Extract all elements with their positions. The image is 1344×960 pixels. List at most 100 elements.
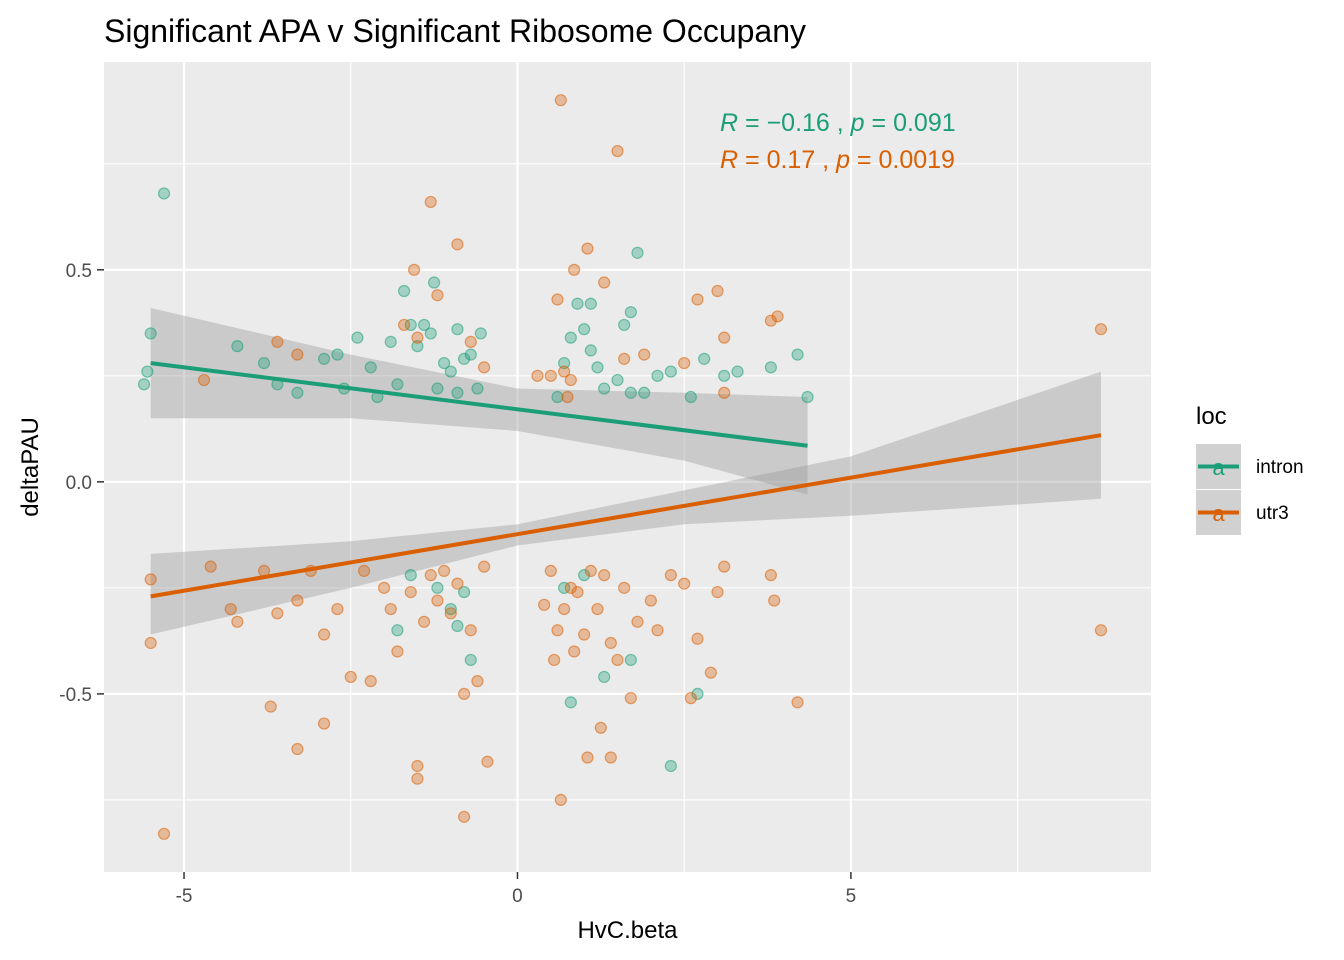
data-point-utr3 — [691, 632, 704, 645]
data-point-utr3 — [604, 636, 617, 650]
data-point-intron — [391, 624, 404, 637]
data-point-utr3 — [704, 666, 717, 679]
data-point-intron — [384, 335, 397, 348]
annotation-utr3: R = 0.17 , p = 0.0019 — [720, 146, 955, 174]
data-point-utr3 — [451, 577, 464, 590]
data-point-utr3 — [791, 696, 804, 709]
data-point-utr3 — [531, 369, 544, 382]
data-point-intron — [591, 361, 604, 374]
data-point-utr3 — [544, 564, 557, 578]
legend-title: loc — [1196, 403, 1227, 430]
data-point-utr3 — [554, 94, 567, 107]
data-point-utr3 — [1094, 323, 1108, 336]
data-point-intron — [801, 390, 814, 404]
data-point-utr3 — [424, 569, 437, 582]
data-point-utr3 — [618, 352, 631, 365]
data-point-intron — [464, 653, 477, 667]
data-point-utr3 — [618, 581, 631, 594]
legend-label: utr3 — [1256, 503, 1289, 524]
data-point-utr3 — [568, 645, 581, 658]
data-point-utr3 — [564, 581, 577, 594]
data-point-utr3 — [558, 602, 571, 616]
data-point-intron — [564, 331, 577, 344]
data-point-utr3 — [548, 653, 561, 667]
legend-item-intron: a intron — [1196, 444, 1304, 489]
data-point-utr3 — [377, 581, 391, 594]
legend-items: a intron a utr3 — [1196, 444, 1304, 535]
data-point-utr3 — [768, 594, 781, 607]
data-point-utr3 — [264, 700, 277, 713]
data-point-utr3 — [357, 564, 371, 578]
data-point-utr3 — [224, 602, 237, 616]
data-point-intron — [624, 306, 637, 319]
data-point-intron — [731, 365, 744, 378]
data-point-intron — [571, 297, 584, 310]
data-point-utr3 — [444, 607, 457, 620]
data-point-utr3 — [571, 586, 584, 599]
data-point-intron — [144, 327, 157, 340]
data-point-utr3 — [764, 314, 777, 327]
annotation-intron: R = −0.16 , p = 0.091 — [720, 109, 956, 137]
data-point-utr3 — [644, 594, 657, 607]
data-point-intron — [698, 352, 711, 365]
data-point-intron — [691, 687, 704, 700]
data-point-intron — [618, 318, 631, 332]
data-point-intron — [764, 361, 777, 374]
plot-panel — [104, 62, 1151, 872]
data-point-utr3 — [391, 645, 404, 658]
data-point-utr3 — [598, 276, 611, 289]
data-points — [137, 94, 1108, 840]
data-point-utr3 — [407, 263, 421, 276]
data-point-utr3 — [317, 628, 331, 641]
data-point-utr3 — [418, 615, 431, 628]
data-point-intron — [471, 382, 484, 395]
x-axis-ticks: -5 0 5 — [176, 872, 857, 907]
data-point-utr3 — [291, 348, 304, 361]
data-point-utr3 — [554, 793, 567, 807]
data-point-utr3 — [718, 386, 731, 399]
data-point-intron — [718, 369, 731, 382]
data-point-intron — [157, 187, 171, 200]
data-point-utr3 — [481, 755, 494, 768]
data-point-utr3 — [1094, 624, 1108, 637]
data-point-utr3 — [684, 692, 697, 705]
data-point-intron — [141, 365, 154, 378]
data-point-utr3 — [397, 318, 411, 332]
data-point-utr3 — [438, 564, 451, 578]
data-point-intron — [651, 369, 664, 382]
data-point-utr3 — [231, 615, 244, 628]
data-point-intron — [317, 352, 331, 365]
data-point-intron — [611, 373, 624, 387]
data-point-utr3 — [691, 293, 704, 306]
legend-key-glyph: a — [1212, 501, 1225, 526]
data-point-utr3 — [558, 365, 571, 378]
y-axis-ticks: -0.5 0.0 0.5 — [59, 261, 104, 706]
legend-key-glyph: a — [1212, 455, 1225, 480]
x-tick-label: 5 — [846, 886, 857, 907]
legend-label: intron — [1256, 457, 1304, 478]
data-point-utr3 — [631, 615, 644, 628]
data-point-utr3 — [604, 751, 617, 764]
x-axis-title: HvC.beta — [577, 917, 678, 944]
data-point-intron — [638, 386, 651, 399]
data-point-utr3 — [651, 624, 664, 637]
data-point-intron — [578, 569, 591, 582]
data-point-utr3 — [478, 361, 491, 374]
data-point-intron — [631, 246, 644, 259]
confidence-band-intron — [150, 307, 808, 495]
data-point-utr3 — [711, 284, 724, 298]
trend-lines — [150, 361, 1102, 599]
data-point-intron — [404, 569, 417, 582]
data-point-utr3 — [664, 569, 677, 582]
data-point-utr3 — [478, 560, 491, 573]
data-point-utr3 — [591, 602, 604, 616]
data-point-utr3 — [271, 607, 284, 620]
data-point-utr3 — [718, 331, 731, 344]
data-point-utr3 — [771, 310, 784, 323]
data-point-intron — [257, 356, 271, 370]
data-point-utr3 — [431, 289, 444, 302]
data-point-intron — [564, 696, 577, 709]
data-point-intron — [231, 340, 244, 353]
y-axis-title: deltaPAU — [17, 417, 44, 517]
